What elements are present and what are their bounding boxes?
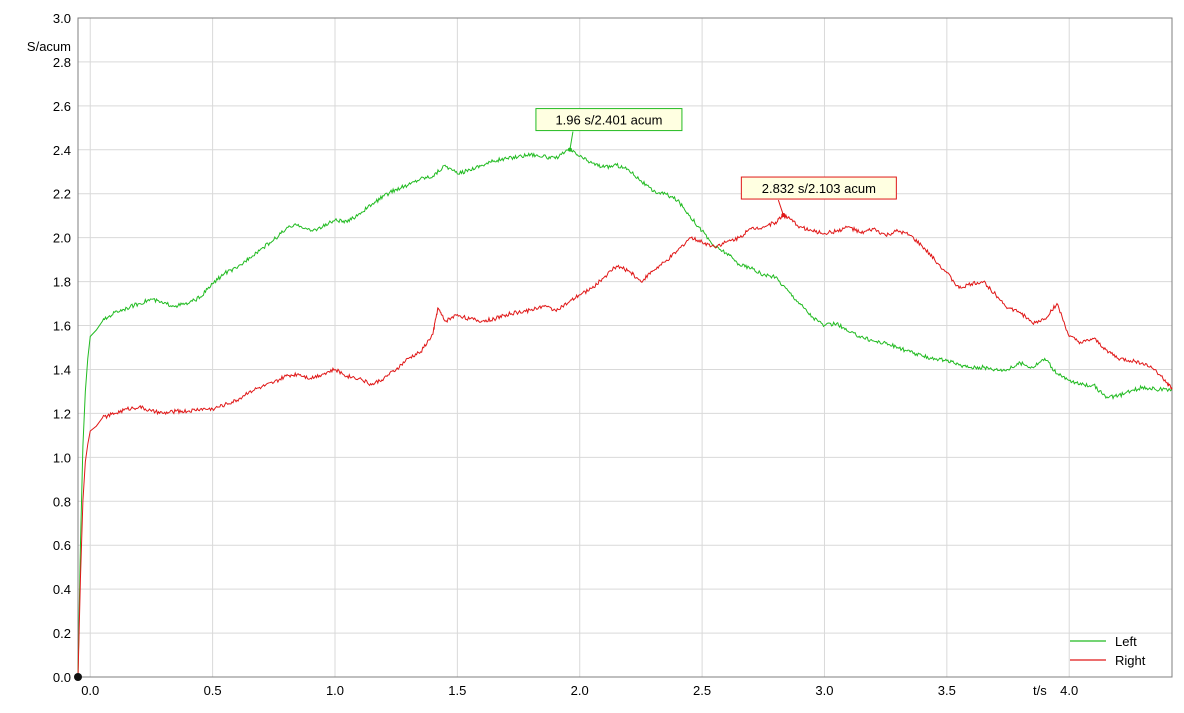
- grid-lines: [78, 17, 1172, 678]
- x-tick-label: 2.0: [571, 683, 589, 698]
- annotations: 1.96 s/2.401 acum 2.832 s/2.103 acum: [535, 108, 897, 218]
- legend-item-right: Right: [1070, 653, 1146, 668]
- annotation-left: 1.96 s/2.401 acum: [535, 108, 683, 152]
- legend-label: Right: [1115, 653, 1146, 668]
- x-tick-label: 1.0: [326, 683, 344, 698]
- annotation-box: [740, 176, 897, 200]
- annotation-leader: [569, 131, 574, 150]
- x-tick-label: 3.0: [815, 683, 833, 698]
- y-tick-label: 2.0: [53, 231, 71, 246]
- y-tick-label: 0.0: [53, 670, 71, 685]
- series-lines: [77, 148, 1173, 678]
- x-axis-label: t/s: [1033, 683, 1047, 698]
- x-tick-label: 1.5: [448, 683, 466, 698]
- series-line-right: [77, 213, 1173, 678]
- legend-label: Left: [1115, 634, 1137, 649]
- y-tick-label: 2.4: [53, 143, 71, 158]
- x-tick-label: 3.5: [938, 683, 956, 698]
- y-tick-label: 2.8: [53, 55, 71, 70]
- y-tick-label: 0.6: [53, 538, 71, 553]
- x-tick-label: 2.5: [693, 683, 711, 698]
- y-tick-label: 0.2: [53, 626, 71, 641]
- x-tick-label: 4.0: [1060, 683, 1078, 698]
- annotation-right: 2.832 s/2.103 acum: [740, 176, 897, 218]
- series-line-left: [77, 148, 1173, 678]
- y-tick-label: 1.6: [53, 319, 71, 334]
- origin-dot: [74, 673, 82, 681]
- y-tick-label: 1.4: [53, 362, 71, 377]
- y-tick-label: 0.4: [53, 582, 71, 597]
- y-tick-label: 1.2: [53, 406, 71, 421]
- y-tick-label: 0.8: [53, 494, 71, 509]
- annotation-point: [781, 213, 786, 218]
- legend-item-left: Left: [1070, 634, 1137, 649]
- y-tick-label: 2.6: [53, 99, 71, 114]
- y-tick-label: 2.2: [53, 187, 71, 202]
- y-tick-label: 3.0: [53, 11, 71, 26]
- x-axis-ticks: 0.0 0.5 1.0 1.5 2.0 2.5 3.0 3.5 4.0: [81, 683, 1078, 698]
- y-axis-label: S/acum: [27, 39, 71, 54]
- plot-frame: [77, 17, 1173, 678]
- annotation-label: 1.96 s/2.401 acum: [555, 113, 662, 128]
- legend: Left Right: [1070, 634, 1146, 668]
- x-tick-label: 0.5: [204, 683, 222, 698]
- y-tick-label: 1.8: [53, 275, 71, 290]
- y-tick-label: 1.0: [53, 450, 71, 465]
- x-tick-label: 0.0: [81, 683, 99, 698]
- y-axis-ticks: 0.0 0.2 0.4 0.6 0.8 1.0 1.2 1.4 1.6 1.8 2.0 2.2 2.4 2…: [53, 11, 71, 685]
- annotation-label: 2.832 s/2.103 acum: [762, 181, 876, 196]
- annotation-box: [535, 108, 683, 132]
- annotation-leader: [777, 199, 784, 216]
- annotation-point: [567, 147, 572, 152]
